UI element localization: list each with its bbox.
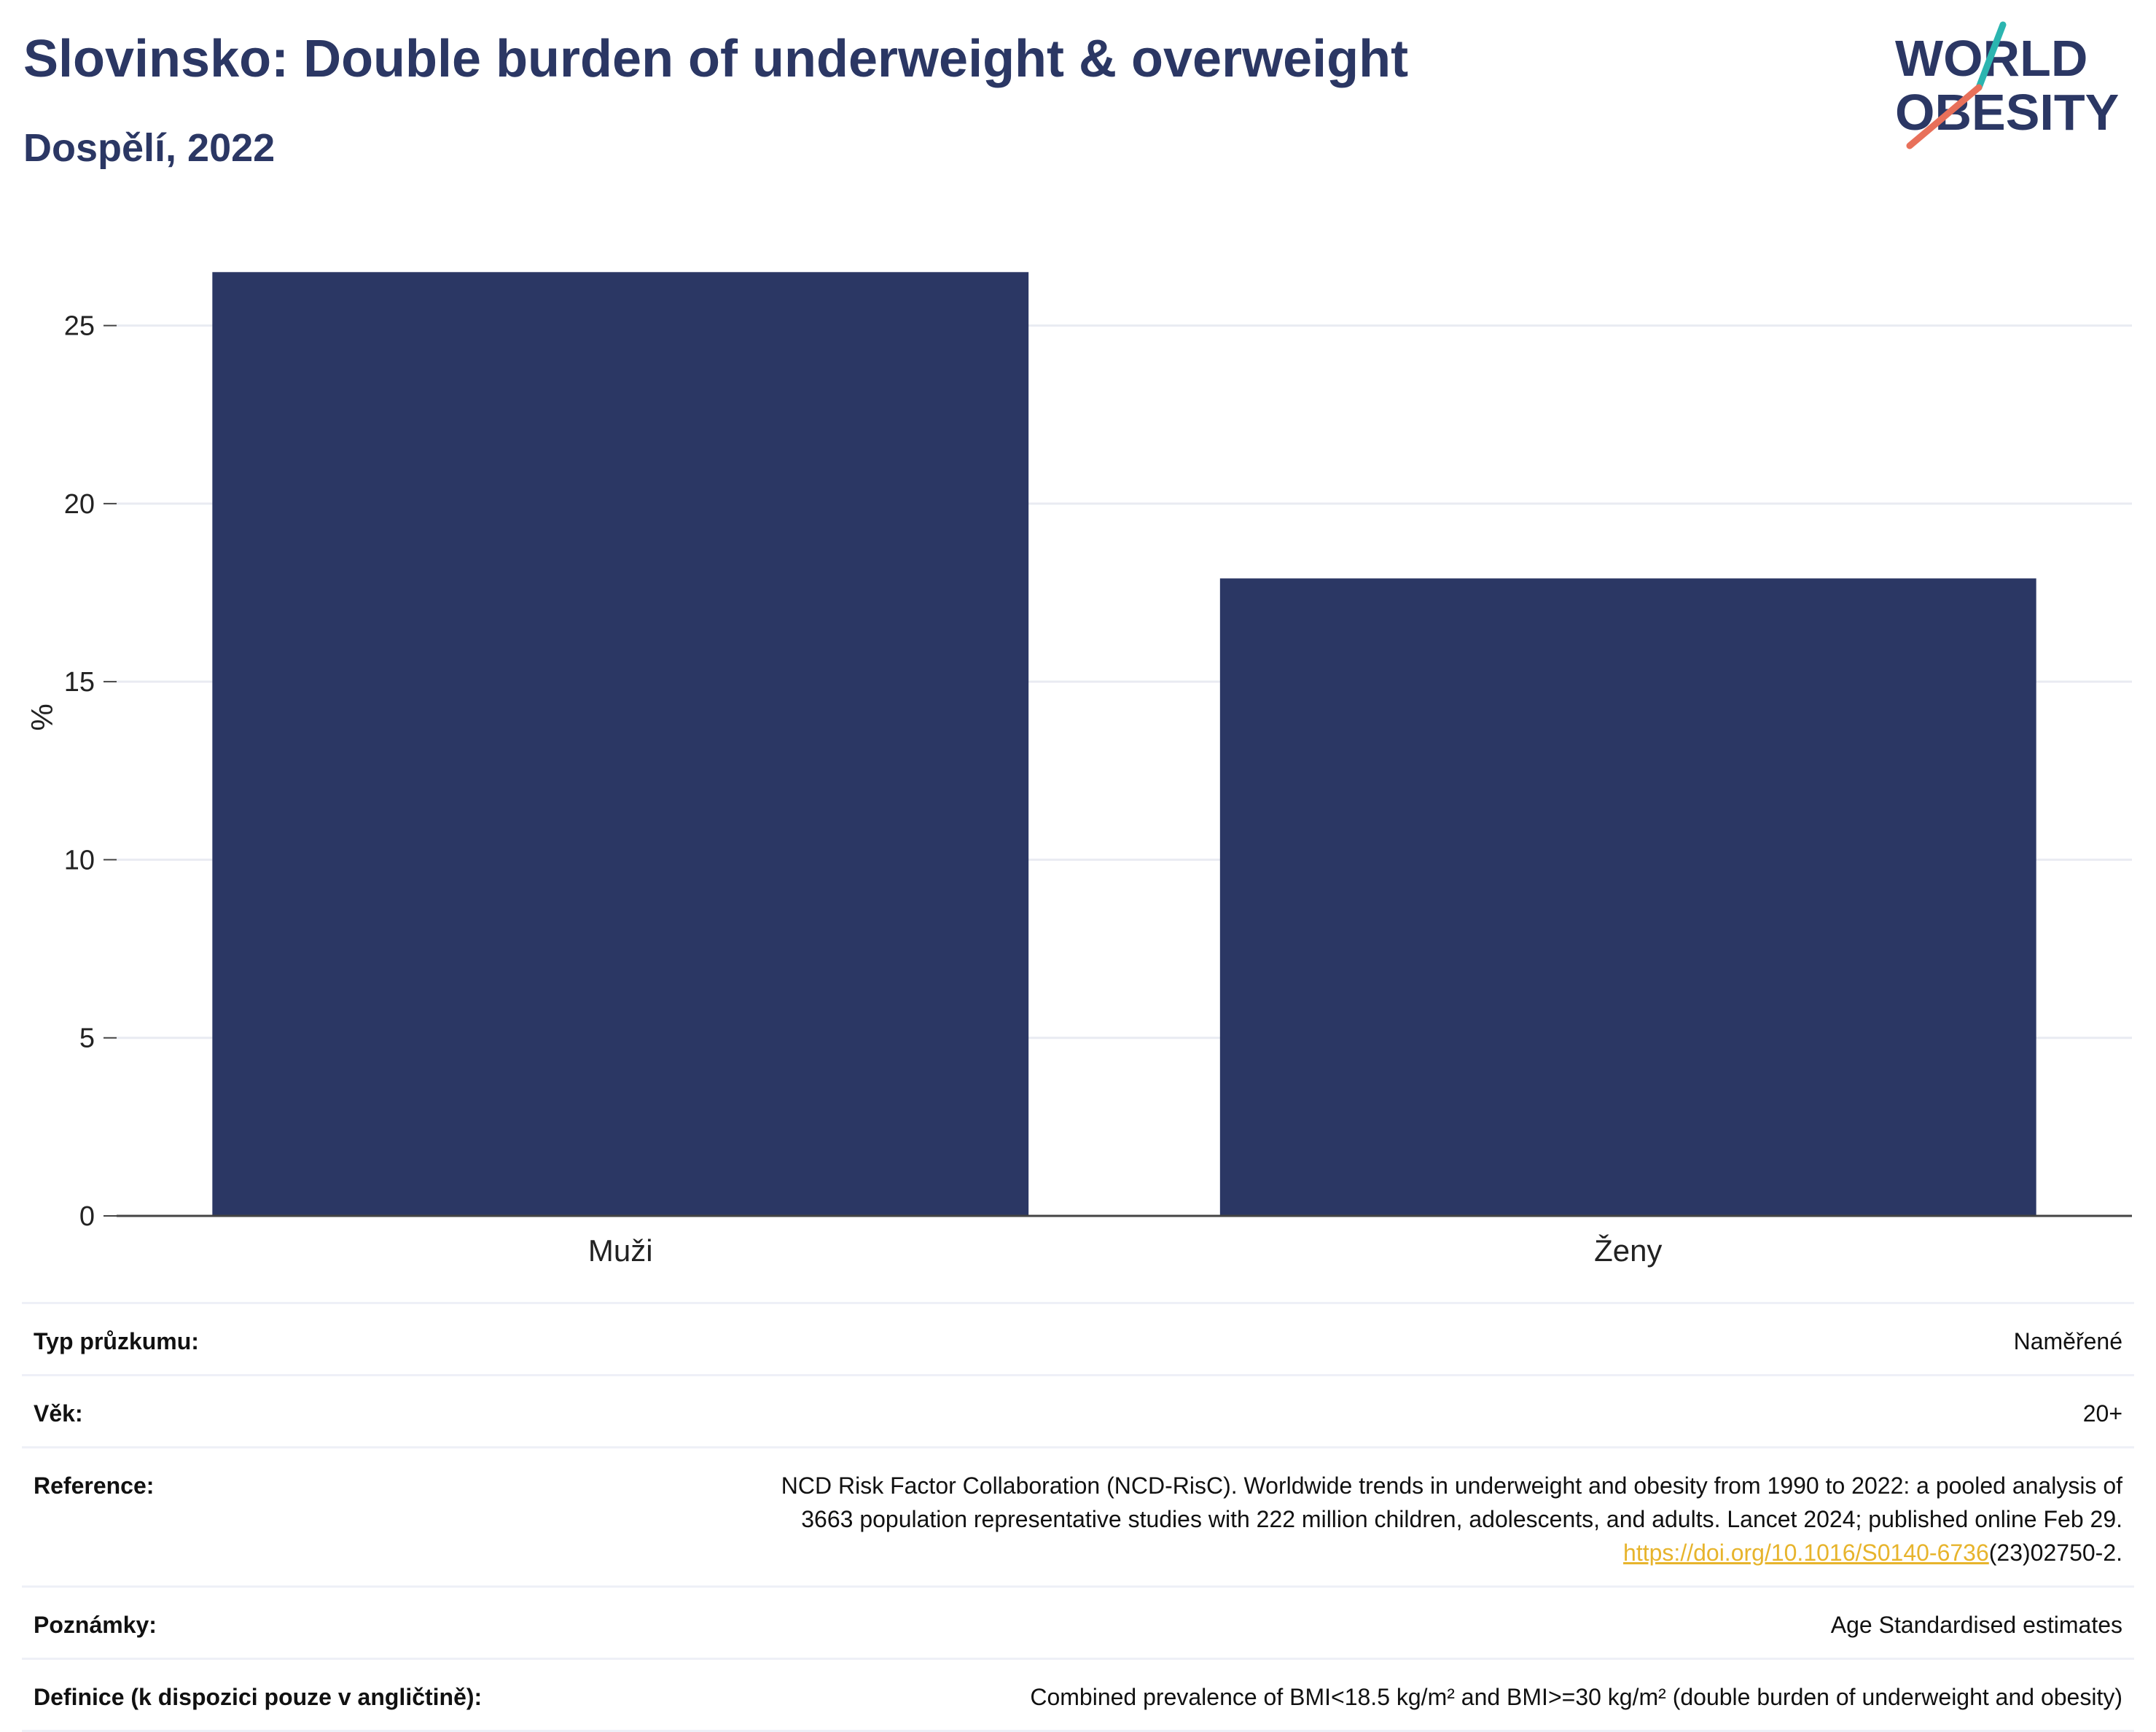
meta-key: Definice (k dispozici pouze v angličtině… (34, 1684, 483, 1710)
meta-value: Age Standardised estimates (1830, 1612, 2122, 1638)
x-category-label: Muži (588, 1233, 653, 1268)
meta-row-notes: Poznámky: Age Standardised estimates (22, 1588, 2134, 1660)
reference-text-line1: NCD Risk Factor Collaboration (NCD-RisC)… (781, 1472, 2122, 1499)
meta-value: Combined prevalence of BMI<18.5 kg/m² an… (1030, 1684, 2122, 1710)
y-tick-label: 25 (64, 311, 95, 342)
bar-men (212, 272, 1029, 1217)
bar-women (1219, 578, 2036, 1216)
reference-doi-suffix: (23)02750-2. (1988, 1540, 2122, 1566)
meta-row-definition: Definice (k dispozici pouze v angličtině… (22, 1660, 2134, 1732)
y-tick-label: 10 (64, 845, 95, 875)
reference-doi-link[interactable]: https://doi.org/10.1016/S0140-6736 (1623, 1540, 1989, 1566)
logo-accent-teal (1975, 21, 2007, 91)
chart-title: Slovinsko: Double burden of underweight … (23, 30, 1409, 88)
x-category-label: Ženy (1594, 1233, 1662, 1268)
y-tick-label: 5 (79, 1023, 95, 1054)
meta-value: NCD Risk Factor Collaboration (NCD-RisC)… (781, 1469, 2122, 1569)
y-tick-label: 0 (79, 1201, 95, 1232)
logo-line2: OBESITY (1895, 84, 2119, 141)
meta-key: Reference: (34, 1472, 155, 1499)
y-axis-title: % (25, 703, 59, 730)
meta-row-survey-type: Typ průzkumu: Naměřené (22, 1304, 2134, 1376)
chart-subtitle: Dospělí, 2022 (23, 126, 276, 170)
reference-text-line2: 3663 population representative studies w… (801, 1506, 2122, 1532)
y-tick-label: 20 (64, 489, 95, 520)
meta-key: Věk: (34, 1400, 83, 1427)
meta-row-age: Věk: 20+ (22, 1376, 2134, 1448)
logo-accent-coral (1906, 84, 1983, 149)
meta-value: Naměřené (2013, 1328, 2122, 1354)
bar-chart: 0 5 10 15 20 25% Muži Ženy (25, 272, 2132, 1268)
meta-row-reference: Reference: NCD Risk Factor Collaboration… (22, 1448, 2134, 1588)
meta-key: Typ průzkumu: (34, 1328, 199, 1354)
meta-key: Poznámky: (34, 1612, 157, 1638)
metadata-table: Typ průzkumu: Naměřené Věk: 20+ Referenc… (22, 1302, 2134, 1732)
world-obesity-logo: WORLD OBESITY (1895, 21, 2119, 149)
meta-value: 20+ (2082, 1400, 2122, 1427)
y-tick-label: 15 (64, 667, 95, 698)
